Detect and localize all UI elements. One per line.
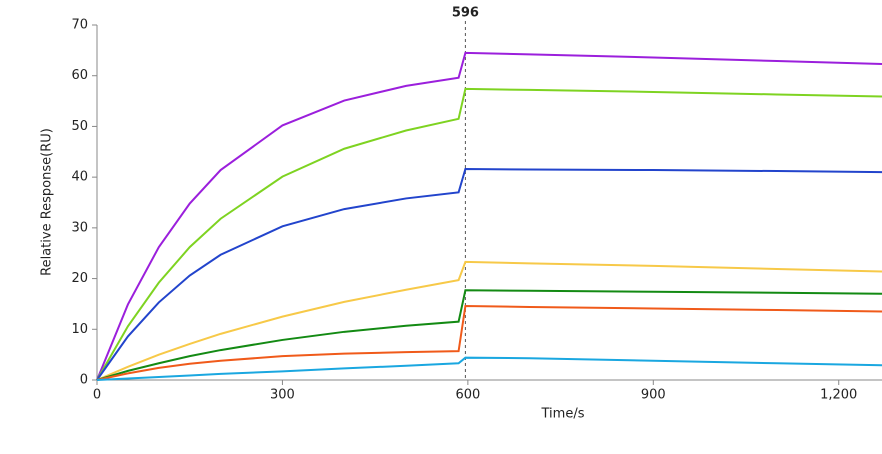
y-tick-label: 50 bbox=[71, 119, 88, 134]
x-tick-label: 600 bbox=[455, 388, 480, 403]
y-tick-label: 0 bbox=[80, 373, 88, 388]
series-line bbox=[96, 304, 882, 381]
x-tick-label: 1,200 bbox=[820, 388, 857, 403]
series-line bbox=[96, 260, 882, 381]
y-tick-label: 70 bbox=[71, 18, 88, 33]
x-axis-label: Time/s bbox=[541, 407, 585, 422]
y-tick-label: 30 bbox=[71, 220, 88, 235]
marker-label: 596 bbox=[452, 6, 479, 21]
series-line bbox=[96, 168, 882, 381]
y-tick-label: 60 bbox=[71, 68, 88, 83]
y-tick-label: 10 bbox=[71, 322, 88, 337]
series-line bbox=[96, 51, 882, 381]
x-tick-label: 0 bbox=[93, 388, 101, 403]
series-line bbox=[96, 356, 882, 381]
x-tick-label: 900 bbox=[641, 388, 666, 403]
y-tick-label: 20 bbox=[71, 271, 88, 286]
series-line bbox=[96, 289, 882, 381]
x-tick-label: 300 bbox=[270, 388, 295, 403]
series-line bbox=[96, 87, 882, 381]
y-tick-label: 40 bbox=[71, 170, 88, 185]
y-axis-label: Relative Response(RU) bbox=[40, 128, 55, 276]
